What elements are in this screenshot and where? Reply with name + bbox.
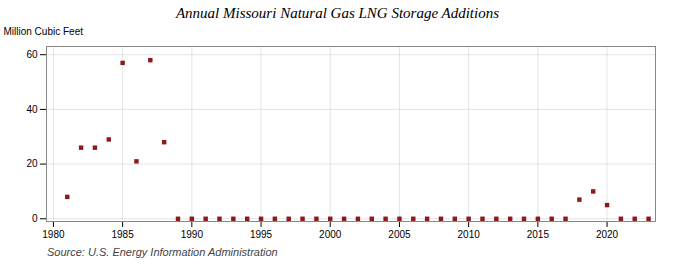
svg-text:20: 20: [26, 158, 38, 169]
svg-text:0: 0: [32, 213, 38, 224]
svg-text:2000: 2000: [319, 229, 342, 240]
svg-text:1990: 1990: [181, 229, 204, 240]
svg-text:2010: 2010: [458, 229, 481, 240]
svg-text:2015: 2015: [527, 229, 550, 240]
svg-text:60: 60: [26, 49, 38, 60]
svg-text:1985: 1985: [112, 229, 135, 240]
svg-text:1980: 1980: [42, 229, 65, 240]
html-text:Annual Missouri Natural Gas LN: Annual Missouri Natural Gas LNG Storage …: [176, 5, 499, 21]
svg-text:40: 40: [26, 104, 38, 115]
svg-text:2005: 2005: [388, 229, 411, 240]
svg-text:2020: 2020: [596, 229, 619, 240]
svg-text:1995: 1995: [250, 229, 273, 240]
html-text:Source: U.S. Energy Informatio: Source: U.S. Energy Information Administ…: [47, 246, 278, 258]
svg-text:Million Cubic Feet: Million Cubic Feet: [4, 26, 84, 37]
